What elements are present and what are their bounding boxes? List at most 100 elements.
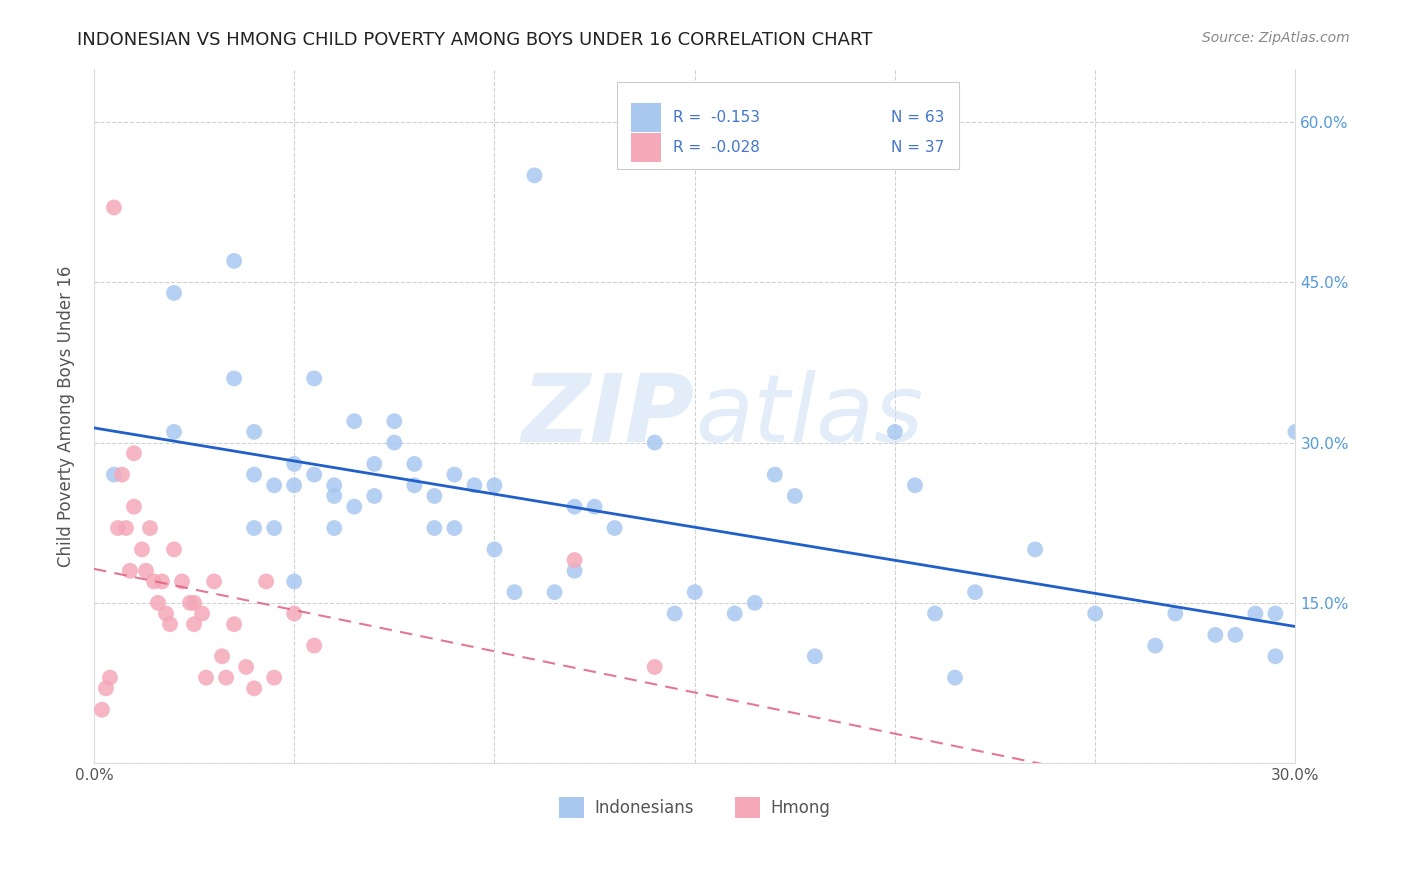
Point — [115, 521, 138, 535]
Point — [463, 478, 485, 492]
Point — [183, 596, 205, 610]
Point — [423, 521, 446, 535]
Point — [724, 607, 747, 621]
Point — [343, 500, 366, 514]
Point — [404, 457, 426, 471]
Point — [155, 607, 177, 621]
Point — [243, 467, 266, 482]
Point — [135, 564, 157, 578]
Text: Source: ZipAtlas.com: Source: ZipAtlas.com — [1202, 31, 1350, 45]
Point — [343, 414, 366, 428]
Point — [224, 371, 246, 385]
Point — [283, 574, 305, 589]
Point — [103, 467, 125, 482]
Point — [543, 585, 565, 599]
Point — [564, 500, 586, 514]
Point — [1264, 607, 1286, 621]
Point — [943, 671, 966, 685]
Point — [583, 500, 606, 514]
Point — [644, 660, 666, 674]
Point — [564, 564, 586, 578]
Point — [191, 607, 214, 621]
Point — [1225, 628, 1247, 642]
Point — [163, 425, 186, 439]
Point — [363, 457, 385, 471]
Point — [143, 574, 166, 589]
Point — [1284, 425, 1306, 439]
Point — [98, 671, 121, 685]
Point — [884, 425, 907, 439]
Point — [963, 585, 986, 599]
Point — [139, 521, 162, 535]
Point — [91, 703, 114, 717]
Point — [107, 521, 129, 535]
Text: N = 37: N = 37 — [891, 140, 945, 155]
Point — [111, 467, 134, 482]
Point — [644, 435, 666, 450]
Point — [484, 478, 506, 492]
Point — [103, 201, 125, 215]
Point — [122, 500, 145, 514]
Point — [382, 414, 405, 428]
Text: ZIP: ZIP — [522, 370, 695, 462]
Point — [603, 521, 626, 535]
Point — [443, 467, 465, 482]
Point — [404, 478, 426, 492]
Point — [804, 649, 827, 664]
Point — [744, 596, 766, 610]
Point — [323, 489, 346, 503]
Point — [302, 639, 325, 653]
Text: atlas: atlas — [695, 370, 922, 461]
Point — [904, 478, 927, 492]
Point — [783, 489, 806, 503]
Y-axis label: Child Poverty Among Boys Under 16: Child Poverty Among Boys Under 16 — [58, 265, 75, 566]
Point — [183, 617, 205, 632]
Point — [179, 596, 201, 610]
FancyBboxPatch shape — [631, 103, 661, 132]
Point — [163, 542, 186, 557]
Point — [423, 489, 446, 503]
Point — [763, 467, 786, 482]
Point — [263, 671, 285, 685]
Point — [1024, 542, 1046, 557]
Point — [523, 169, 546, 183]
Point — [150, 574, 173, 589]
Point — [235, 660, 257, 674]
Point — [243, 425, 266, 439]
Point — [302, 467, 325, 482]
Point — [1084, 607, 1107, 621]
Text: R =  -0.153: R = -0.153 — [673, 110, 761, 125]
Point — [263, 521, 285, 535]
Point — [94, 681, 117, 696]
Point — [283, 457, 305, 471]
Text: R =  -0.028: R = -0.028 — [673, 140, 759, 155]
Point — [224, 617, 246, 632]
FancyBboxPatch shape — [617, 82, 959, 169]
FancyBboxPatch shape — [631, 133, 661, 162]
Point — [503, 585, 526, 599]
Point — [1164, 607, 1187, 621]
Point — [323, 521, 346, 535]
Point — [283, 607, 305, 621]
Point — [254, 574, 277, 589]
Point — [131, 542, 153, 557]
Point — [302, 371, 325, 385]
Point — [243, 521, 266, 535]
Point — [224, 253, 246, 268]
Point — [122, 446, 145, 460]
Point — [323, 478, 346, 492]
Point — [683, 585, 706, 599]
Point — [170, 574, 193, 589]
Point — [382, 435, 405, 450]
Text: N = 63: N = 63 — [891, 110, 945, 125]
Point — [195, 671, 218, 685]
Point — [484, 542, 506, 557]
Legend: Indonesians, Hmong: Indonesians, Hmong — [553, 790, 837, 824]
Text: INDONESIAN VS HMONG CHILD POVERTY AMONG BOYS UNDER 16 CORRELATION CHART: INDONESIAN VS HMONG CHILD POVERTY AMONG … — [77, 31, 873, 49]
Point — [443, 521, 465, 535]
Point — [1144, 639, 1167, 653]
Point — [243, 681, 266, 696]
Point — [283, 478, 305, 492]
Point — [118, 564, 141, 578]
Point — [1244, 607, 1267, 621]
